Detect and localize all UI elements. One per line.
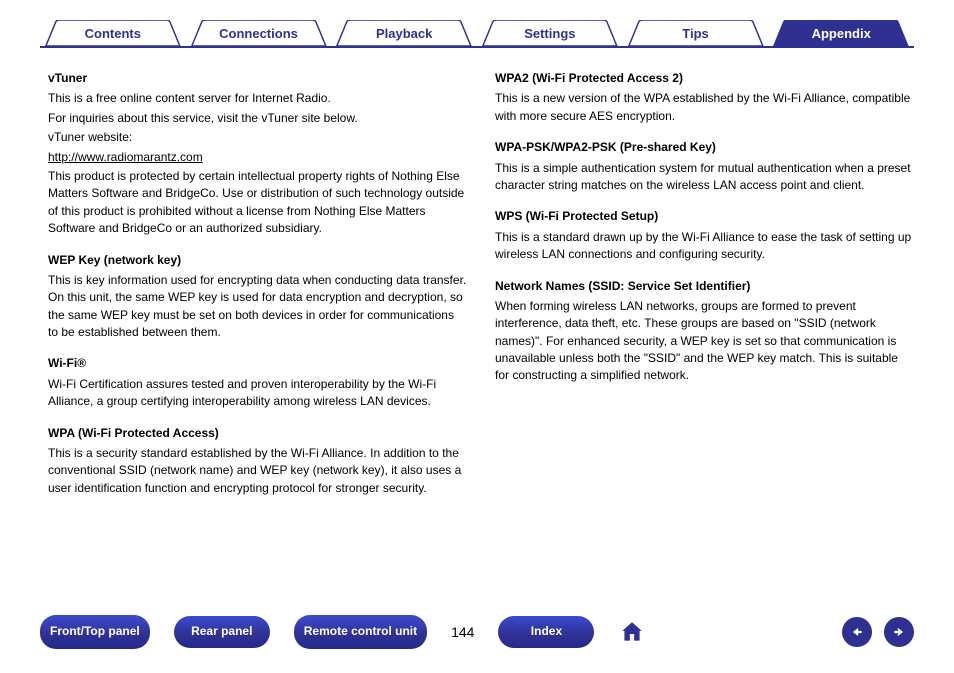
content-area: vTuner This is a free online content ser… (0, 48, 954, 499)
tab-playback[interactable]: Playback (325, 20, 483, 46)
btn-label: Front/Top panel (50, 625, 140, 639)
footer-bar: Front/Top panel Rear panel Remote contro… (0, 615, 954, 649)
para: This is a free online content server for… (48, 90, 467, 107)
term-wpa-psk: WPA-PSK/WPA2-PSK (Pre-shared Key) (495, 139, 914, 156)
para: This is a security standard established … (48, 445, 467, 497)
tab-label: Connections (219, 26, 298, 41)
term-ssid: Network Names (SSID: Service Set Identif… (495, 278, 914, 295)
tab-label: Contents (85, 26, 141, 41)
para: Wi-Fi Certification assures tested and p… (48, 376, 467, 411)
para: vTuner website: (48, 129, 467, 146)
term-wep: WEP Key (network key) (48, 252, 467, 269)
term-wps: WPS (Wi-Fi Protected Setup) (495, 208, 914, 225)
btn-label: Index (531, 625, 562, 639)
tab-label: Tips (682, 26, 709, 41)
right-column: WPA2 (Wi-Fi Protected Access 2) This is … (495, 70, 914, 499)
btn-label: Remote control unit (304, 625, 417, 639)
page-number: 144 (451, 624, 474, 640)
term-vtuner: vTuner (48, 70, 467, 87)
btn-label: Rear panel (191, 625, 252, 639)
prev-page-button[interactable] (842, 617, 872, 647)
tab-contents[interactable]: Contents (34, 20, 192, 46)
btn-front-top-panel[interactable]: Front/Top panel (40, 615, 150, 649)
term-wpa2: WPA2 (Wi-Fi Protected Access 2) (495, 70, 914, 87)
term-wpa: WPA (Wi-Fi Protected Access) (48, 425, 467, 442)
para: For inquiries about this service, visit … (48, 110, 467, 127)
tab-label: Appendix (812, 26, 871, 41)
para: This is key information used for encrypt… (48, 272, 467, 342)
btn-remote-control-unit[interactable]: Remote control unit (294, 615, 427, 649)
term-wifi: Wi-Fi® (48, 355, 467, 372)
tab-label: Playback (376, 26, 432, 41)
home-icon[interactable] (618, 618, 646, 646)
para: This product is protected by certain int… (48, 168, 467, 238)
para: This is a standard drawn up by the Wi-Fi… (495, 229, 914, 264)
left-column: vTuner This is a free online content ser… (48, 70, 467, 499)
vtuner-link[interactable]: http://www.radiomarantz.com (48, 149, 467, 166)
btn-index[interactable]: Index (498, 616, 594, 648)
btn-rear-panel[interactable]: Rear panel (174, 616, 270, 648)
next-page-button[interactable] (884, 617, 914, 647)
nav-arrows (842, 617, 914, 647)
tab-settings[interactable]: Settings (471, 20, 629, 46)
tab-appendix[interactable]: Appendix (762, 20, 920, 46)
para: This is a new version of the WPA establi… (495, 90, 914, 125)
tab-bar: Contents Connections Playback Settings T… (0, 0, 954, 46)
tab-label: Settings (524, 26, 575, 41)
para: When forming wireless LAN networks, grou… (495, 298, 914, 385)
tab-connections[interactable]: Connections (180, 20, 338, 46)
tab-tips[interactable]: Tips (617, 20, 775, 46)
para: This is a simple authentication system f… (495, 160, 914, 195)
